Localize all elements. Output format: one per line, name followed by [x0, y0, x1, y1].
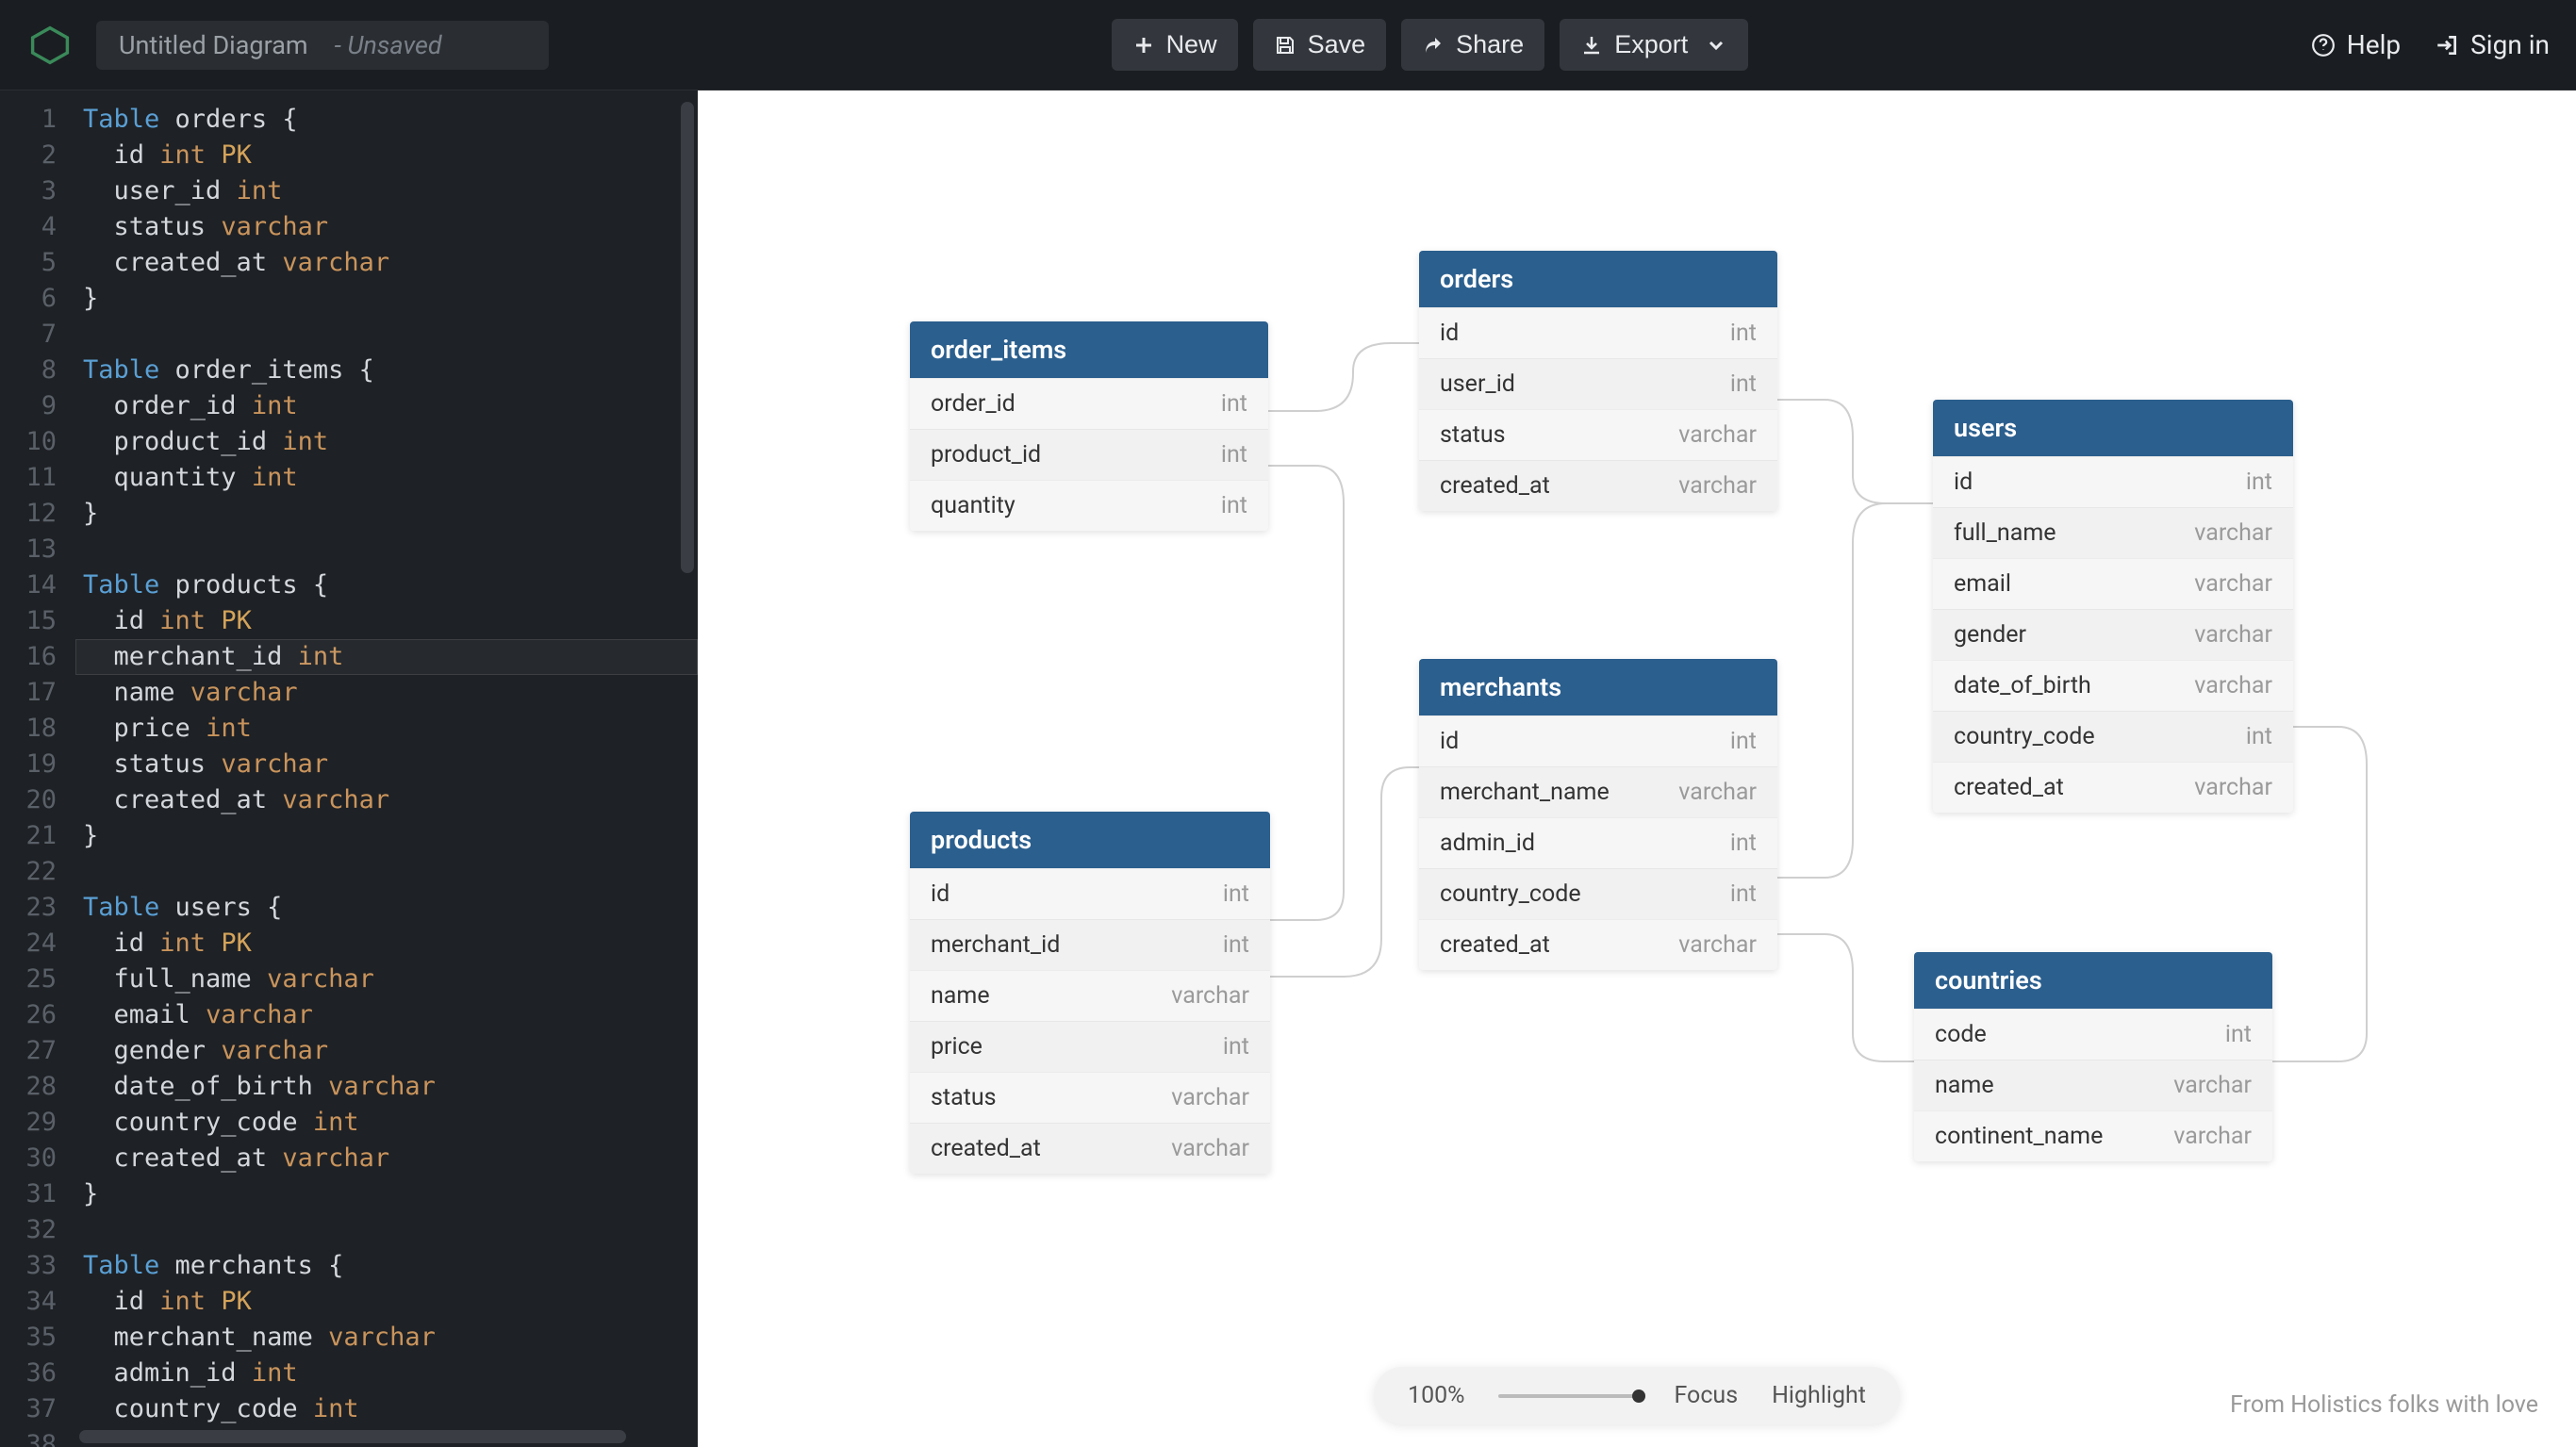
db-column[interactable]: date_of_birthvarchar — [1933, 660, 2293, 711]
zoom-level: 100% — [1408, 1382, 1464, 1409]
db-column[interactable]: priceint — [910, 1021, 1270, 1072]
chevron-down-icon — [1705, 34, 1727, 57]
db-column[interactable]: idint — [910, 868, 1270, 919]
save-button[interactable]: Save — [1253, 19, 1387, 71]
db-column[interactable]: statusvarchar — [910, 1072, 1270, 1123]
export-button-label: Export — [1614, 30, 1688, 59]
highlight-button[interactable]: Highlight — [1772, 1382, 1866, 1409]
db-column[interactable]: user_idint — [1419, 358, 1777, 409]
db-column[interactable]: order_idint — [910, 378, 1268, 429]
save-icon — [1274, 34, 1296, 57]
save-button-label: Save — [1308, 30, 1366, 59]
focus-button[interactable]: Focus — [1675, 1382, 1739, 1409]
header-toolbar: New Save Share Export — [549, 19, 2311, 71]
zoom-slider[interactable] — [1499, 1394, 1641, 1398]
new-button[interactable]: New — [1112, 19, 1238, 71]
db-column[interactable]: created_atvarchar — [1419, 460, 1777, 511]
db-column[interactable]: gendervarchar — [1933, 609, 2293, 660]
db-column[interactable]: emailvarchar — [1933, 558, 2293, 609]
editor-code[interactable]: Table orders { id int PK user_id int sta… — [75, 90, 698, 1447]
diagram-title-box[interactable]: Untitled Diagram - Unsaved — [96, 21, 549, 70]
plus-icon — [1132, 34, 1155, 57]
share-button[interactable]: Share — [1401, 19, 1544, 71]
db-column[interactable]: idint — [1419, 307, 1777, 358]
export-button[interactable]: Export — [1560, 19, 1748, 71]
help-icon — [2311, 33, 2336, 58]
db-column[interactable]: created_atvarchar — [1933, 762, 2293, 813]
db-table-header[interactable]: orders — [1419, 251, 1777, 307]
db-table-merchants[interactable]: merchantsidintmerchant_namevarcharadmin_… — [1419, 659, 1777, 970]
db-column[interactable]: admin_idint — [1419, 817, 1777, 868]
editor-hscrollbar[interactable] — [79, 1430, 626, 1443]
share-icon — [1422, 34, 1445, 57]
db-table-products[interactable]: productsidintmerchant_idintnamevarcharpr… — [910, 812, 1270, 1174]
diagram-title: Untitled Diagram — [119, 30, 308, 60]
signin-icon — [2435, 33, 2459, 58]
db-column[interactable]: namevarchar — [1914, 1060, 2272, 1110]
code-editor[interactable]: 1234567891011121314151617181920212223242… — [0, 90, 698, 1447]
diagram-status: - Unsaved — [335, 30, 442, 60]
db-column[interactable]: created_atvarchar — [910, 1123, 1270, 1174]
signin-link[interactable]: Sign in — [2435, 29, 2550, 60]
app-logo-icon — [26, 22, 74, 69]
db-column[interactable]: full_namevarchar — [1933, 507, 2293, 558]
db-table-orders[interactable]: ordersidintuser_idintstatusvarcharcreate… — [1419, 251, 1777, 511]
db-table-countries[interactable]: countriescodeintnamevarcharcontinent_nam… — [1914, 952, 2272, 1161]
db-column[interactable]: product_idint — [910, 429, 1268, 480]
help-link[interactable]: Help — [2311, 29, 2401, 60]
db-table-header[interactable]: merchants — [1419, 659, 1777, 715]
signin-link-label: Sign in — [2470, 29, 2550, 60]
db-column[interactable]: idint — [1419, 715, 1777, 766]
share-button-label: Share — [1456, 30, 1524, 59]
editor-gutter: 1234567891011121314151617181920212223242… — [0, 90, 75, 1447]
zoom-slider-thumb[interactable] — [1633, 1389, 1646, 1403]
db-table-users[interactable]: usersidintfull_namevarcharemailvarcharge… — [1933, 400, 2293, 813]
db-column[interactable]: statusvarchar — [1419, 409, 1777, 460]
db-table-header[interactable]: users — [1933, 400, 2293, 456]
db-column[interactable]: merchant_idint — [910, 919, 1270, 970]
db-column[interactable]: merchant_namevarchar — [1419, 766, 1777, 817]
help-link-label: Help — [2347, 29, 2401, 60]
db-table-header[interactable]: order_items — [910, 321, 1268, 378]
editor-vscrollbar[interactable] — [681, 102, 694, 573]
db-table-header[interactable]: products — [910, 812, 1270, 868]
db-table-header[interactable]: countries — [1914, 952, 2272, 1009]
download-icon — [1580, 34, 1603, 57]
db-column[interactable]: country_codeint — [1933, 711, 2293, 762]
header-right: Help Sign in — [2311, 29, 2550, 60]
db-column[interactable]: codeint — [1914, 1009, 2272, 1060]
new-button-label: New — [1166, 30, 1217, 59]
db-column[interactable]: idint — [1933, 456, 2293, 507]
db-column[interactable]: created_atvarchar — [1419, 919, 1777, 970]
db-column[interactable]: quantityint — [910, 480, 1268, 531]
db-column[interactable]: country_codeint — [1419, 868, 1777, 919]
db-column[interactable]: namevarchar — [910, 970, 1270, 1021]
attribution-text: From Holistics folks with love — [2230, 1391, 2538, 1419]
zoom-toolbar: 100% Focus Highlight — [1374, 1367, 1900, 1424]
diagram-canvas[interactable]: 100% Focus Highlight From Holistics folk… — [698, 90, 2576, 1447]
app-header: Untitled Diagram - Unsaved New Save Shar… — [0, 0, 2576, 90]
db-table-order_items[interactable]: order_itemsorder_idintproduct_idintquant… — [910, 321, 1268, 531]
db-column[interactable]: continent_namevarchar — [1914, 1110, 2272, 1161]
